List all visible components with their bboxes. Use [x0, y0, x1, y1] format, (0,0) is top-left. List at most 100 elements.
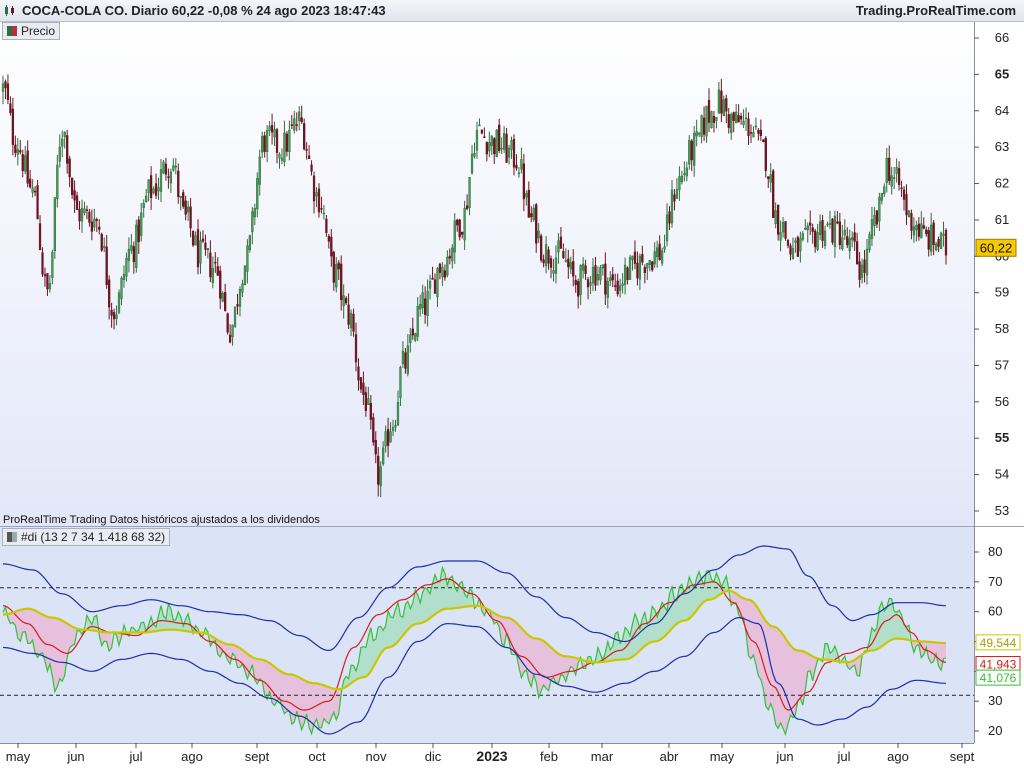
- candle-body: [19, 150, 22, 153]
- candle-body: [656, 247, 659, 258]
- candle-body: [125, 257, 128, 277]
- candle-body: [725, 98, 728, 112]
- candle-body: [609, 277, 612, 282]
- candle-body: [567, 258, 570, 268]
- candle-body: [816, 232, 819, 250]
- candle-body: [451, 247, 454, 262]
- candle-body: [21, 154, 24, 172]
- candle-body: [396, 401, 400, 426]
- candle-body: [154, 183, 158, 196]
- candle-body: [312, 175, 316, 202]
- candle-body: [549, 258, 553, 268]
- candle-body: [31, 187, 34, 193]
- candle-body: [211, 268, 214, 283]
- candle-body: [41, 252, 44, 275]
- candle-body: [384, 431, 387, 447]
- candle-body: [925, 229, 928, 235]
- candle-body: [860, 264, 864, 278]
- candle-body: [841, 237, 844, 249]
- time-tick-label: dic: [425, 749, 442, 764]
- candle-body: [83, 208, 86, 214]
- candle-body: [796, 237, 800, 257]
- candle-body: [241, 283, 244, 293]
- candle-body: [273, 128, 276, 138]
- time-tick-label: jun: [66, 749, 84, 764]
- candle-body: [870, 219, 874, 239]
- candle-body: [559, 236, 563, 249]
- candle-body: [24, 155, 27, 172]
- candle-body: [256, 178, 259, 210]
- indicator-tick-label: 20: [988, 723, 1002, 738]
- candle-body: [680, 175, 683, 183]
- candle-body: [633, 251, 637, 264]
- candle-body: [586, 279, 590, 288]
- candle-body: [769, 174, 772, 183]
- candle-body: [209, 252, 212, 278]
- candle-body: [776, 204, 780, 235]
- candle-body: [70, 177, 74, 195]
- candle-body: [253, 208, 256, 218]
- di-fast-line: [2, 565, 947, 737]
- candle-body: [599, 267, 602, 281]
- candle-body: [142, 202, 145, 209]
- candle-body: [851, 237, 854, 241]
- candle-body: [917, 223, 920, 237]
- candle-body: [1, 83, 5, 92]
- candle-body: [285, 133, 289, 152]
- candle-body: [315, 192, 318, 197]
- candle-body: [690, 140, 693, 161]
- candle-body: [823, 230, 827, 246]
- candle-body: [61, 138, 64, 147]
- candlestick-series: [1, 74, 948, 498]
- candle-body: [243, 265, 247, 285]
- candle-body: [895, 167, 898, 174]
- candle-body: [794, 240, 797, 243]
- candle-body: [584, 265, 587, 274]
- candle-body: [858, 261, 861, 280]
- candle-body: [68, 158, 71, 178]
- candle-body: [431, 277, 434, 280]
- candle-body: [868, 234, 871, 251]
- time-tick-label: may: [6, 749, 31, 764]
- price-tick-label: 66: [995, 30, 1009, 45]
- candle-body: [831, 218, 834, 243]
- candle-body: [596, 274, 600, 281]
- time-tick-label: nov: [366, 749, 387, 764]
- candle-body: [569, 262, 572, 270]
- candle-body: [122, 274, 126, 280]
- candle-body: [127, 248, 131, 261]
- candle-body: [75, 195, 79, 210]
- candle-body: [848, 238, 851, 252]
- candle-body: [189, 206, 192, 229]
- candle-body: [461, 231, 464, 235]
- bear-fill-area: [491, 611, 579, 698]
- candle-body: [204, 242, 207, 250]
- candle-body: [744, 117, 748, 120]
- candle-body: [781, 222, 785, 233]
- instrument-title: COCA-COLA CO. Diario 60,22 -0,08 % 24 ag…: [22, 3, 386, 18]
- candle-body: [263, 135, 266, 152]
- candle-body: [11, 108, 15, 145]
- candle-body: [720, 90, 723, 114]
- price-legend[interactable]: Precio: [2, 22, 61, 40]
- candle-body: [394, 425, 397, 428]
- candle-body: [268, 125, 271, 131]
- indicator-legend[interactable]: #di (13 2 7 34 1.418 68 32): [2, 528, 171, 546]
- candle-body: [606, 281, 609, 298]
- candle-body: [288, 129, 291, 152]
- candle-body: [258, 156, 261, 185]
- candle-body: [182, 192, 185, 207]
- candle-body: [643, 267, 646, 274]
- candle-body: [767, 176, 770, 180]
- data-footnote: ProRealTime Trading Datos históricos aju…: [3, 514, 320, 526]
- candle-body: [290, 124, 293, 126]
- candle-body: [653, 251, 656, 265]
- candle-body: [73, 190, 76, 201]
- candle-body: [828, 223, 832, 225]
- candle-body: [939, 232, 943, 249]
- candle-body: [443, 270, 447, 278]
- candle-body: [391, 427, 395, 431]
- time-x-axis: may jun jul ago sept oct nov dic 2023 feb mar abr ma…: [6, 743, 975, 764]
- candle-body: [786, 240, 790, 246]
